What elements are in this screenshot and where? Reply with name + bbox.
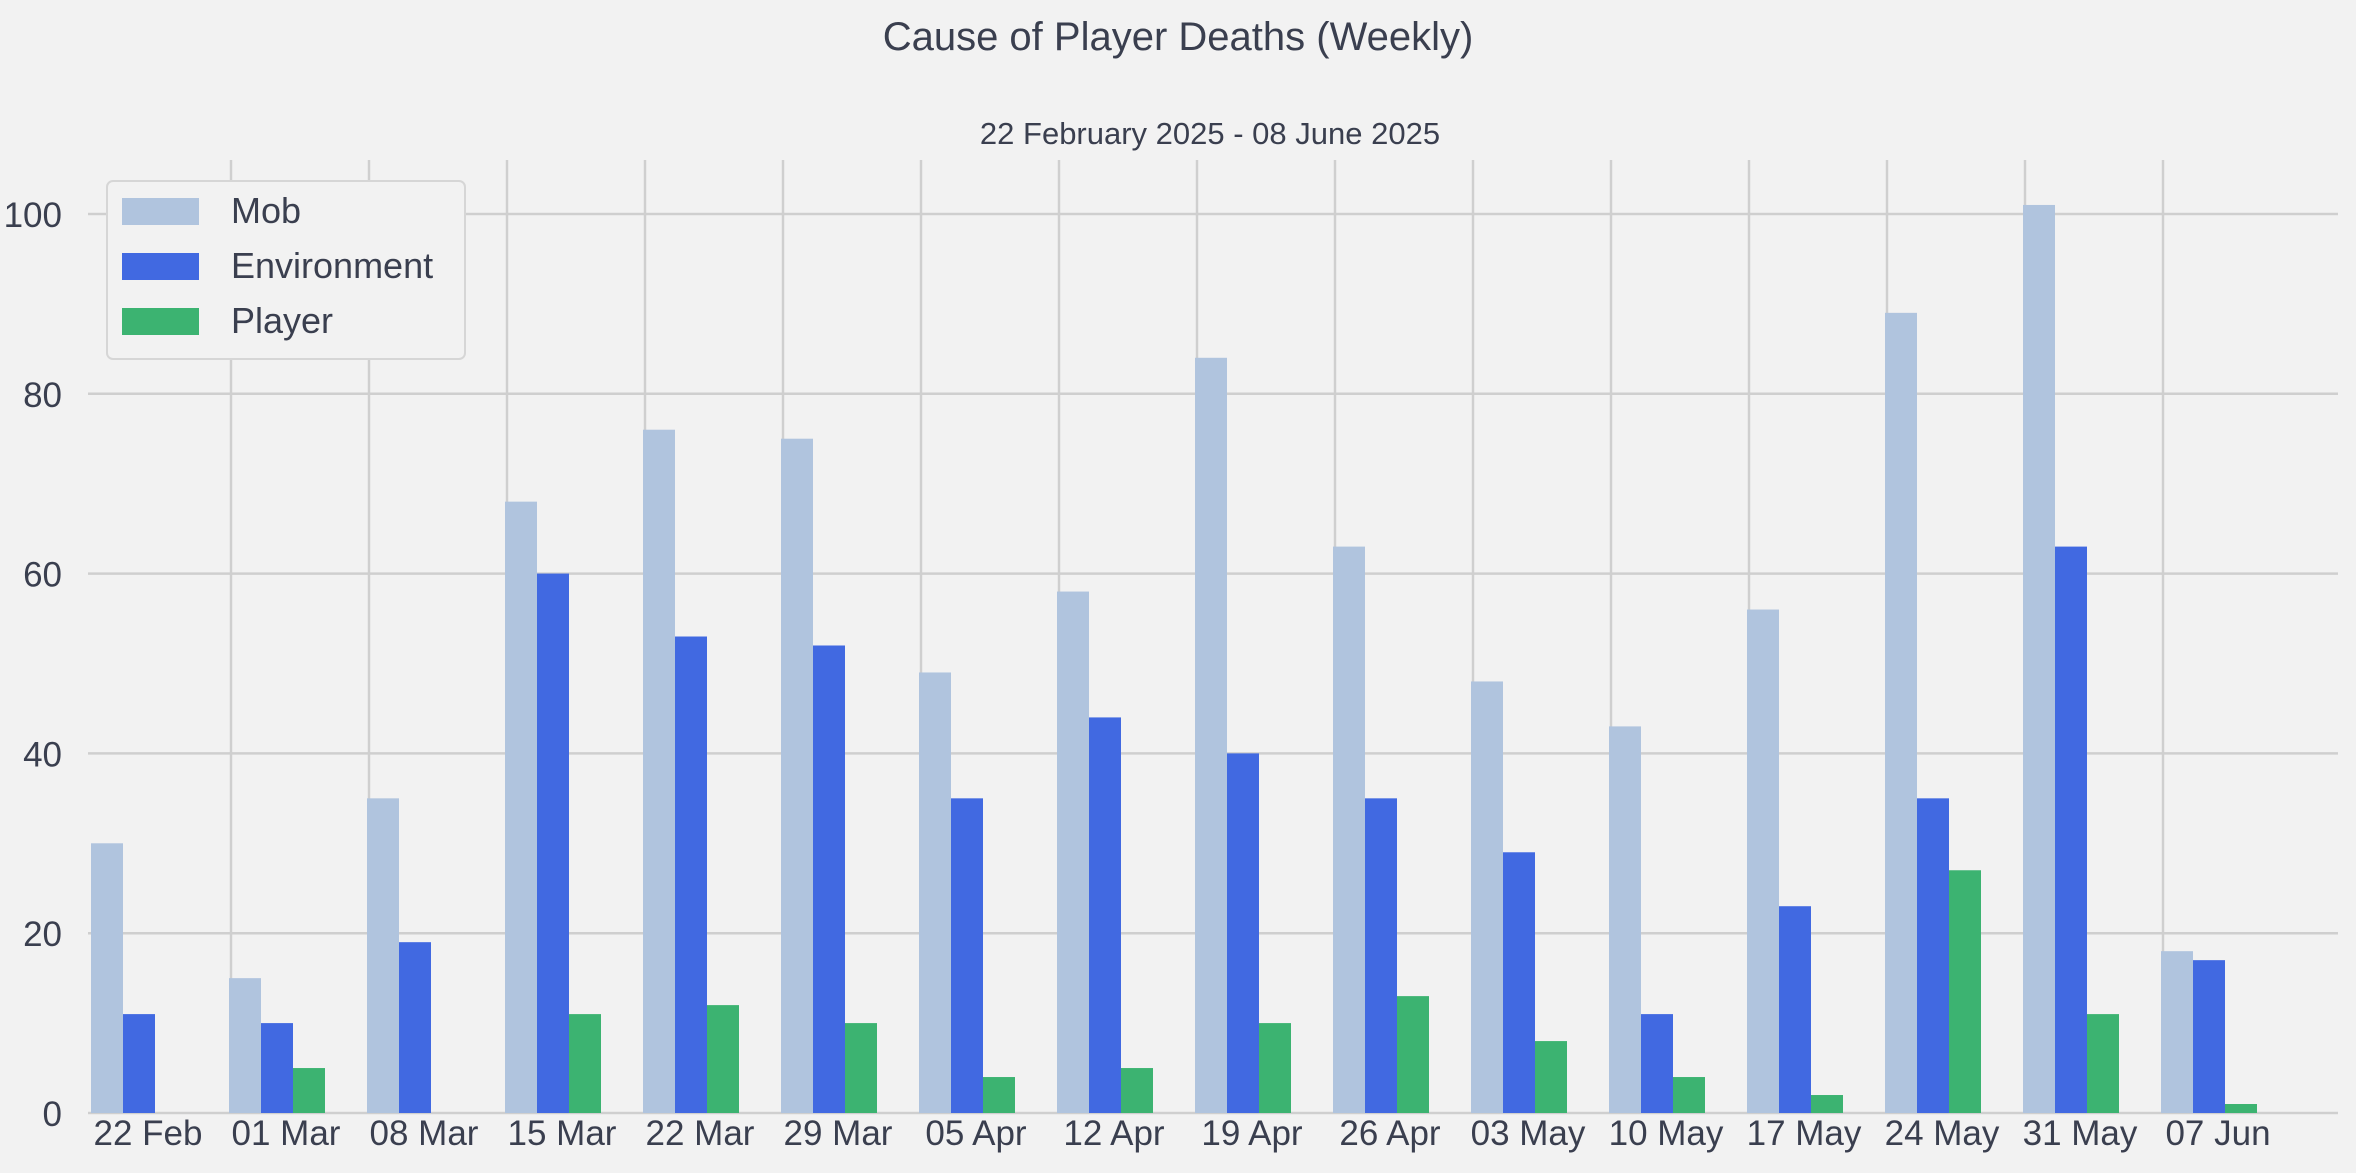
x-tick-label: 08 Mar <box>370 1114 479 1153</box>
bar-environment-12-apr <box>1089 717 1121 1113</box>
bar-player-31-may <box>2087 1014 2119 1113</box>
bar-environment-01-mar <box>261 1023 293 1113</box>
x-tick-label: 19 Apr <box>1201 1114 1303 1153</box>
chart-title: Cause of Player Deaths (Weekly) <box>883 15 1474 59</box>
legend-swatch-environment <box>122 253 199 280</box>
bar-environment-08-mar <box>399 942 431 1113</box>
bar-mob-19-apr <box>1195 357 1227 1113</box>
x-tick-label: 31 May <box>2023 1114 2138 1153</box>
bar-environment-03-may <box>1503 852 1535 1113</box>
bar-mob-31-may <box>2023 204 2055 1114</box>
x-tick-label: 17 May <box>1747 1114 1862 1153</box>
bar-environment-31-may <box>2055 546 2087 1113</box>
y-tick-label: 40 <box>23 735 62 774</box>
axis-layer: 0 20 40 60 80 100 22 Feb 01 Mar 08 Mar 15 Mar 22 M… <box>4 196 2271 1153</box>
bar-mob-08-mar <box>367 798 399 1113</box>
x-tick-label: 24 May <box>1885 1114 2000 1153</box>
bar-environment-24-may <box>1917 798 1949 1113</box>
legend-swatch-player <box>122 308 199 335</box>
bar-player-15-mar <box>569 1014 601 1113</box>
x-tick-label: 29 Mar <box>784 1114 893 1153</box>
x-tick-label: 05 Apr <box>925 1114 1027 1153</box>
bar-mob-07-jun <box>2161 951 2193 1113</box>
bar-player-01-mar <box>293 1068 325 1113</box>
bar-mob-15-mar <box>505 501 537 1114</box>
bars-layer <box>91 204 2257 1114</box>
bar-environment-22-mar <box>675 636 707 1113</box>
legend-label-mob: Mob <box>231 190 301 231</box>
bar-mob-05-apr <box>919 672 951 1113</box>
x-tick-label: 01 Mar <box>232 1114 341 1153</box>
x-tick-label: 22 Feb <box>94 1114 203 1153</box>
bar-player-12-apr <box>1121 1068 1153 1113</box>
y-tick-label: 0 <box>43 1095 62 1134</box>
bar-environment-29-mar <box>813 645 845 1113</box>
bar-environment-07-jun <box>2193 960 2225 1113</box>
bar-player-24-may <box>1949 870 1981 1113</box>
bar-mob-12-apr <box>1057 591 1089 1113</box>
bar-mob-17-may <box>1747 609 1779 1113</box>
bar-mob-01-mar <box>229 978 261 1113</box>
y-tick-label: 60 <box>23 556 62 595</box>
x-tick-label: 26 Apr <box>1339 1114 1441 1153</box>
bar-mob-29-mar <box>781 438 813 1114</box>
x-tick-label: 10 May <box>1609 1114 1724 1153</box>
bar-environment-22-feb <box>123 1014 155 1113</box>
bar-mob-22-mar <box>643 429 675 1113</box>
bar-player-22-mar <box>707 1005 739 1113</box>
x-tick-label: 15 Mar <box>508 1114 617 1153</box>
bar-environment-19-apr <box>1227 753 1259 1113</box>
bar-mob-22-feb <box>91 843 123 1113</box>
bar-player-10-may <box>1673 1077 1705 1113</box>
bar-player-17-may <box>1811 1095 1843 1113</box>
bar-mob-26-apr <box>1333 546 1365 1113</box>
x-tick-label: 12 Apr <box>1063 1114 1165 1153</box>
bar-player-07-jun <box>2225 1104 2257 1113</box>
bar-mob-03-may <box>1471 681 1503 1113</box>
y-tick-label: 100 <box>4 196 62 235</box>
chart-subtitle: 22 February 2025 - 08 June 2025 <box>980 116 1440 151</box>
legend: Mob Environment Player <box>106 180 466 360</box>
bar-environment-10-may <box>1641 1014 1673 1113</box>
bar-environment-05-apr <box>951 798 983 1113</box>
bar-player-19-apr <box>1259 1023 1291 1113</box>
bar-player-03-may <box>1535 1041 1567 1113</box>
bar-environment-15-mar <box>537 573 569 1113</box>
bar-mob-10-may <box>1609 726 1641 1113</box>
x-tick-label: 07 Jun <box>2165 1114 2270 1153</box>
bar-player-05-apr <box>983 1077 1015 1113</box>
bar-environment-26-apr <box>1365 798 1397 1113</box>
y-tick-label: 20 <box>23 915 62 954</box>
y-tick-label: 80 <box>23 376 62 415</box>
bar-mob-24-may <box>1885 312 1917 1114</box>
legend-swatch-mob <box>122 198 199 225</box>
x-tick-label: 22 Mar <box>646 1114 755 1153</box>
bar-player-26-apr <box>1397 996 1429 1113</box>
bar-player-29-mar <box>845 1023 877 1113</box>
legend-label-player: Player <box>231 300 333 341</box>
x-tick-label: 03 May <box>1471 1114 1586 1153</box>
legend-label-environment: Environment <box>231 245 433 286</box>
bar-environment-17-may <box>1779 906 1811 1113</box>
